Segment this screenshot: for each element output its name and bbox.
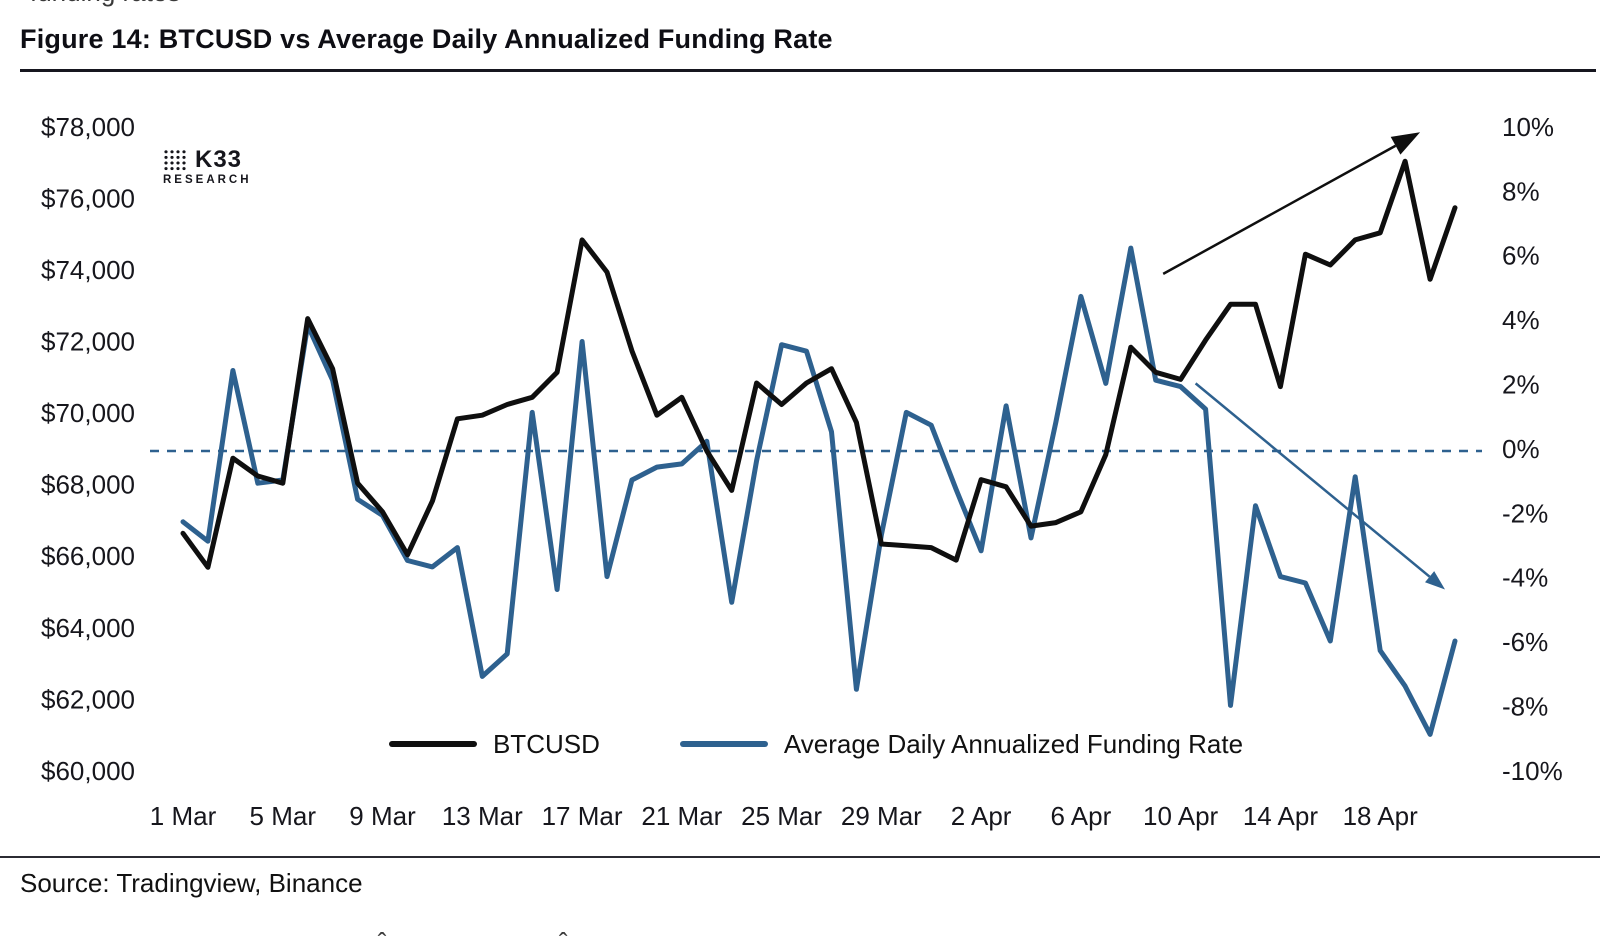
left-axis-tick-76000: $76,000 [41, 183, 135, 213]
annotation-arrow-shaft-1 [1194, 382, 1431, 578]
legend-item-1: Average Daily Annualized Funding Rate [679, 728, 1244, 760]
annotation-arrow-head-0 [1390, 132, 1421, 155]
left-axis-tick-62000: $62,000 [41, 684, 135, 714]
x-axis-tick-1-Mar: 1 Mar [150, 801, 217, 831]
k33-logo-name: K33 [195, 146, 243, 173]
x-axis-tick-10-Apr: 10 Apr [1143, 801, 1219, 831]
left-axis-tick-78000: $78,000 [41, 112, 135, 142]
legend-item-0: BTCUSD [388, 728, 600, 760]
x-axis-tick-6-Apr: 6 Apr [1051, 801, 1112, 831]
right-axis-tick--4: -4% [1502, 563, 1548, 593]
k33-logo-subtitle: RESEARCH [163, 174, 252, 186]
legend-swatch-1 [679, 741, 768, 747]
left-axis-tick-66000: $66,000 [41, 541, 135, 571]
legend-swatch-0 [388, 741, 477, 747]
right-axis-tick-6: 6% [1502, 241, 1540, 271]
x-axis-tick-5-Mar: 5 Mar [250, 801, 317, 831]
cropped-text-top-content: funding rates [30, 0, 180, 7]
right-axis-tick-10: 10% [1502, 112, 1554, 142]
x-axis-tick-25-Mar: 25 Mar [741, 801, 822, 831]
figure-title: Figure 14: BTCUSD vs Average Daily Annua… [20, 24, 1596, 72]
annotation-arrow-head-1 [1425, 571, 1446, 590]
right-axis-tick-2: 2% [1502, 369, 1540, 399]
legend-label-0: BTCUSD [492, 728, 600, 759]
right-axis-tick--10: -10% [1502, 756, 1563, 786]
left-axis-tick-70000: $70,000 [41, 398, 135, 428]
cropped-text-top: funding rates [30, 0, 180, 8]
source-line: Source: Tradingview, Binance [20, 868, 363, 898]
x-axis-tick-13-Mar: 13 Mar [442, 801, 523, 831]
annotation-arrow-shaft-0 [1162, 144, 1397, 275]
left-axis-tick-64000: $64,000 [41, 613, 135, 643]
cropped-text-bottom-content: ĝ ŷ [375, 926, 650, 936]
right-axis-tick-0: 0% [1502, 434, 1540, 464]
left-axis-tick-60000: $60,000 [41, 756, 135, 786]
x-axis-tick-14-Apr: 14 Apr [1243, 801, 1319, 831]
x-axis-tick-21-Mar: 21 Mar [641, 801, 722, 831]
right-axis-tick-4: 4% [1502, 305, 1540, 335]
chart-legend: BTCUSD Average Daily Annualized Funding R… [150, 722, 1482, 766]
x-axis-tick-17-Mar: 17 Mar [542, 801, 623, 831]
k33-dotgrid-icon [163, 149, 187, 171]
k33-logo: K33 RESEARCH [163, 146, 252, 186]
cropped-text-bottom: ĝ ŷ [375, 926, 650, 936]
x-axis-tick-2-Apr: 2 Apr [951, 801, 1012, 831]
x-axis-tick-29-Mar: 29 Mar [841, 801, 922, 831]
source-divider [0, 856, 1600, 858]
left-axis-tick-72000: $72,000 [41, 327, 135, 357]
x-axis-tick-9-Mar: 9 Mar [349, 801, 416, 831]
left-axis-tick-68000: $68,000 [41, 470, 135, 500]
series-line-average-daily-annualized-funding-rate [180, 245, 1458, 737]
x-axis-tick-18-Apr: 18 Apr [1343, 801, 1419, 831]
legend-label-1: Average Daily Annualized Funding Rate [783, 728, 1244, 759]
right-axis-tick--6: -6% [1502, 627, 1548, 657]
right-axis-tick--2: -2% [1502, 498, 1548, 528]
right-axis-tick--8: -8% [1502, 691, 1548, 721]
left-axis-tick-74000: $74,000 [41, 255, 135, 285]
series-line-btcusd [180, 158, 1458, 570]
right-axis-tick-8: 8% [1502, 176, 1540, 206]
